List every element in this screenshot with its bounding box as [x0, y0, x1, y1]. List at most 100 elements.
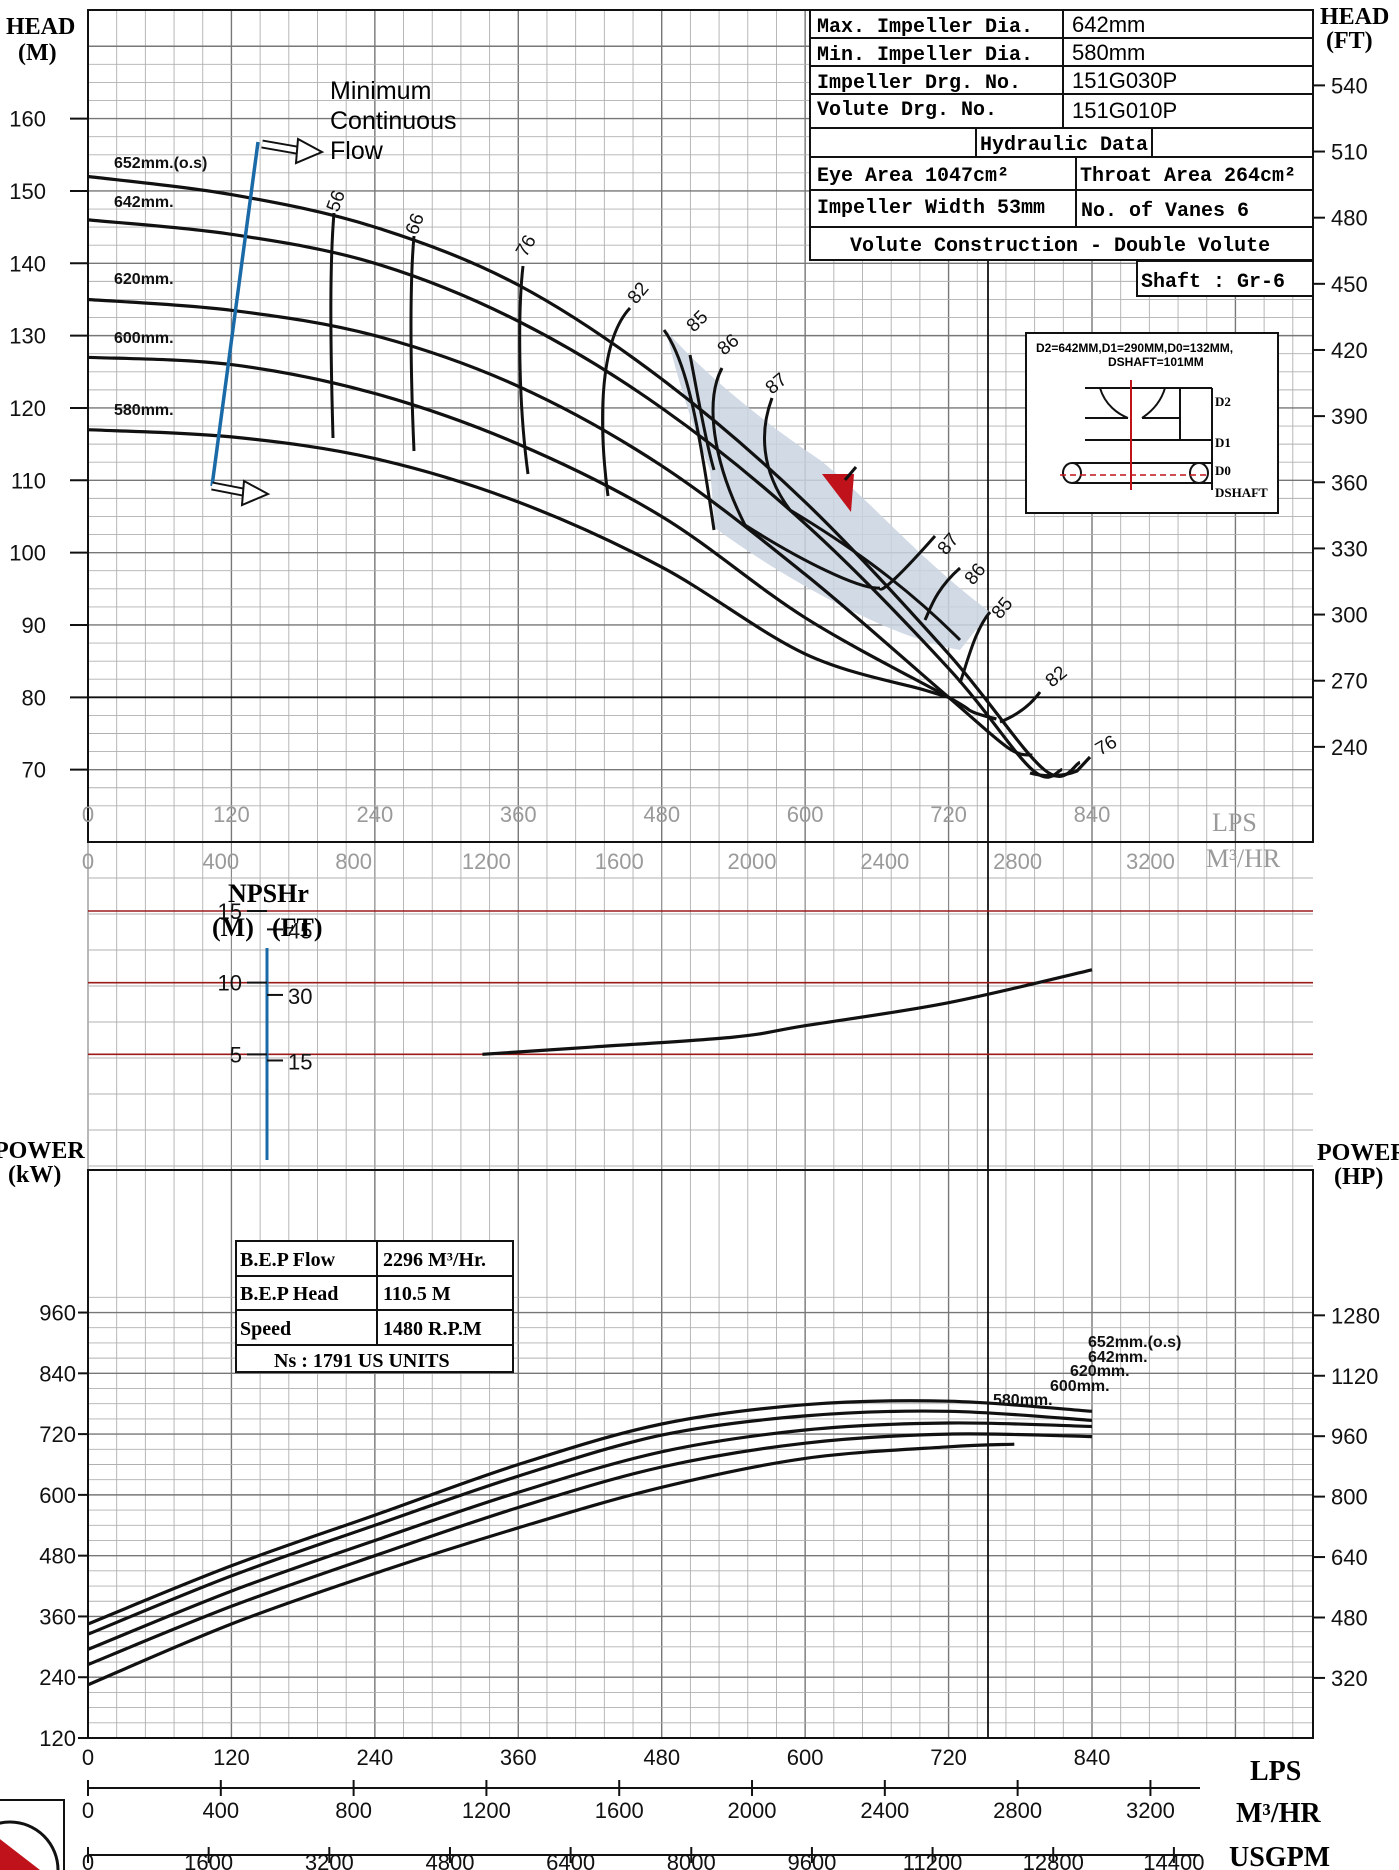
head-curve-label: 642mm. [114, 194, 174, 211]
m3hr-label-top: M³/HR [1206, 844, 1281, 873]
impeller-dims-line2: DSHAFT=101MM [1108, 355, 1204, 369]
lps-tick-label: 240 [356, 1745, 393, 1770]
power-kw-tick-label: 240 [39, 1665, 76, 1690]
head-ft-tick-label: 330 [1331, 536, 1368, 561]
bep-head-label: B.E.P Head [240, 1283, 338, 1305]
efficiency-shade [666, 330, 990, 650]
power-curve [87, 1432, 1093, 1667]
m3hr-tick-label: 2800 [993, 1798, 1042, 1823]
efficiency-label: 66 [402, 211, 429, 238]
spec-label-3: Volute Drg. No. [817, 99, 997, 122]
npsh-m-tick-label: 15 [218, 899, 242, 924]
head-m-tick-label: 80 [22, 685, 46, 710]
usgpm-tick-label: 8000 [667, 1850, 716, 1870]
head-lps-tick-label: 360 [500, 802, 537, 827]
lps-tick-label: 120 [213, 1745, 250, 1770]
hydraulic-title: Hydraulic Data [980, 134, 1148, 157]
bep-flow-label: B.E.P Flow [240, 1249, 336, 1271]
spec-value-2: 151G030P [1072, 68, 1177, 93]
usgpm-tick-label: 12800 [1023, 1850, 1084, 1870]
usgpm-tick-label: 0 [82, 1850, 94, 1870]
head-lps-tick-label: 720 [930, 802, 967, 827]
head-lps-tick-label: 240 [356, 802, 393, 827]
power-kw-tick-label: 360 [39, 1604, 76, 1629]
specific-speed: Ns : 1791 US UNITS [274, 1350, 450, 1372]
d2-label: D2 [1215, 394, 1231, 409]
head-curve [87, 218, 1063, 779]
lps-tick-label: 0 [82, 1745, 94, 1770]
efficiency-contour [601, 306, 632, 497]
head-ft-tick-label: 450 [1331, 272, 1368, 297]
head-curve-label: 580mm. [114, 402, 174, 419]
m3hr-tick-label: 400 [202, 1798, 239, 1823]
usgpm-tick-label: 6400 [546, 1850, 595, 1870]
efficiency-label: 87 [934, 530, 964, 560]
usgpm-tick-label: 3200 [305, 1850, 354, 1870]
m3hr-tick-label: 3200 [1126, 1798, 1175, 1823]
efficiency-contour [662, 329, 716, 531]
axis-labels: 7080901001101201301401501602402703003303… [9, 73, 1380, 1870]
head-curve [87, 174, 1081, 778]
power-hp-tick-label: 480 [1331, 1605, 1368, 1630]
power-curve [87, 1409, 1093, 1636]
lps-tick-label: 840 [1074, 1745, 1111, 1770]
head-lps-tick-label: 120 [213, 802, 250, 827]
spec-label-1: Min. Impeller Dia. [817, 44, 1033, 67]
power-curve-label: 620mm. [1070, 1363, 1130, 1380]
efficiency-label: 82 [1042, 662, 1072, 692]
power-kw-tick-label: 480 [39, 1544, 76, 1569]
power-curve [87, 1399, 1093, 1626]
head-m-tick-label: 160 [9, 107, 46, 132]
head-curve [87, 297, 1033, 757]
usgpm-tick-label: 4800 [425, 1850, 474, 1870]
m3hr-tick-label: 800 [335, 1798, 372, 1823]
bep-flow-value: 2296 M³/Hr. [383, 1249, 486, 1271]
m3hr-label: M³/HR [1236, 1798, 1321, 1829]
power-curve [87, 1421, 1093, 1651]
head-ft-tick-label: 300 [1331, 603, 1368, 628]
d0-label: D0 [1215, 463, 1231, 478]
power-kw-tick-label: 120 [39, 1726, 76, 1751]
lps-tick-label: 480 [643, 1745, 680, 1770]
usgpm-tick-label: 14400 [1143, 1850, 1204, 1870]
m3hr-tick-label: 1600 [595, 1798, 644, 1823]
power-curves: 652mm.(o.s)642mm.620mm.600mm.580mm. [87, 1334, 1181, 1687]
head-frame [87, 9, 1314, 843]
power-hp-title-1: POWER [1317, 1140, 1399, 1166]
head-m-tick-label: 150 [9, 179, 46, 204]
vane-count: No. of Vanes 6 [1081, 200, 1249, 223]
power-hp-tick-label: 320 [1331, 1666, 1368, 1691]
head-lps-tick-label: 480 [643, 802, 680, 827]
power-kw-title-1: POWER [0, 1138, 85, 1164]
lps-label: LPS [1250, 1756, 1301, 1787]
power-hp-tick-label: 1120 [1331, 1364, 1378, 1389]
m3hr-tick-label: 1200 [462, 1798, 511, 1823]
head-m3hr-tick-label: 3200 [1126, 849, 1175, 874]
usgpm-tick-label: 11200 [903, 1850, 963, 1870]
spec-table: Max. Impeller Dia. 642mm Min. Impeller D… [809, 9, 1314, 297]
head-curves: 652mm.(o.s) 642mm. 620mm. 600mm. 580mm. [87, 155, 1092, 779]
power-curve-label: 600mm. [1050, 1378, 1110, 1395]
efficiency-label: 86 [714, 330, 744, 360]
head-m-tick-label: 130 [9, 324, 46, 349]
efficiency-contour [329, 212, 336, 439]
power-kw-title-2: (kW) [8, 1162, 61, 1188]
head-m3hr-tick-label: 400 [202, 849, 239, 874]
m3hr-tick-label: 2400 [860, 1798, 909, 1823]
impeller-dims-line1: D2=642MM,D1=290MM,D0=132MM, [1036, 341, 1233, 355]
head-ft-tick-label: 270 [1331, 669, 1368, 694]
min-flow-label-3: Flow [330, 137, 384, 165]
usgpm-tick-label: 9600 [787, 1850, 836, 1870]
npsh-plot: 5 10 15 15 30 45 [218, 899, 1093, 1160]
head-m-tick-label: 140 [9, 251, 46, 276]
efficiency-region [666, 330, 990, 650]
min-flow-annotation: Minimum Continuous Flow [210, 77, 456, 507]
power-hp-tick-label: 960 [1331, 1424, 1368, 1449]
head-m3hr-tick-label: 2400 [860, 849, 909, 874]
efficiency-contour [518, 265, 530, 475]
head-m3hr-tick-label: 1200 [462, 849, 511, 874]
efficiency-label: 85 [683, 307, 713, 337]
head-ft-tick-label: 510 [1331, 140, 1368, 165]
head-ft-tick-label: 420 [1331, 338, 1368, 363]
